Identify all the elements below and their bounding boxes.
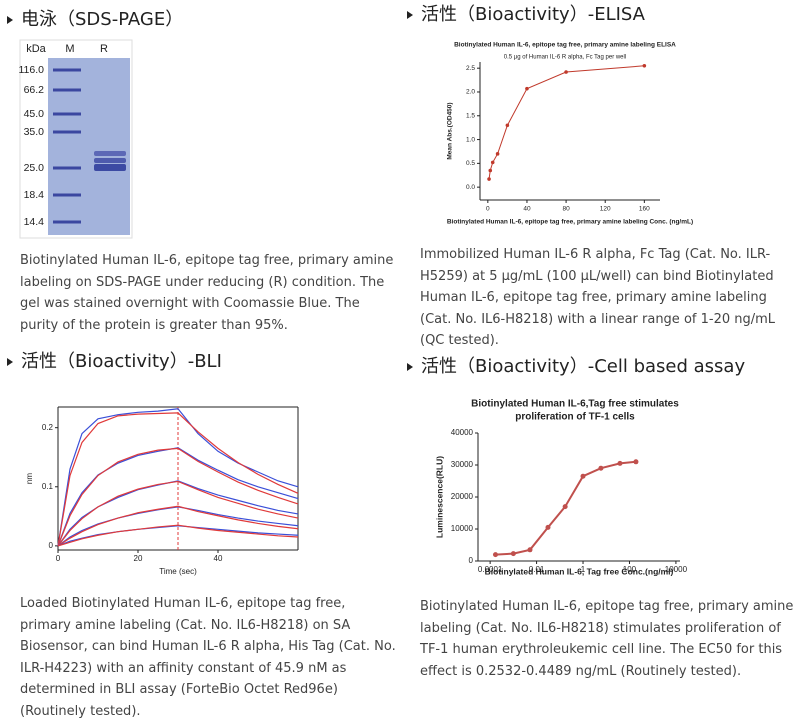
gel-column-label: R	[100, 43, 108, 55]
ladder-label: 25.0	[24, 162, 45, 174]
chart-title: Biotinylated Human IL-6,Tag free stimula…	[471, 399, 679, 410]
section-heading: 活性（Bioactivity）-Cell based assay	[405, 355, 745, 379]
sample-band	[94, 151, 126, 156]
data-line	[57, 524, 299, 547]
chart-title: Biotinylated Human IL-6, epitope tag fre…	[454, 42, 676, 49]
ladder-label: 14.4	[24, 216, 45, 228]
data-point	[527, 547, 533, 553]
data-point	[545, 524, 551, 530]
data-line	[57, 408, 299, 546]
x-axis-label: Biotinylated Human IL-6, epitope tag fre…	[447, 219, 693, 226]
x-tick-label: 20	[134, 554, 143, 563]
data-point	[580, 473, 586, 479]
y-tick-label: 0	[469, 556, 474, 565]
page: {"panels": [ {"heading": "电泳（SDS-PAGE）",…	[5, 3, 794, 719]
gel-column-label: M	[65, 43, 74, 55]
ladder-label: 18.4	[24, 189, 45, 201]
caption: Biotinylated Human IL-6, epitope tag fre…	[20, 253, 394, 333]
data-point	[487, 177, 491, 181]
caption: Biotinylated Human IL-6, epitope tag fre…	[420, 599, 794, 679]
data-line	[488, 65, 645, 180]
data-point	[495, 152, 500, 156]
y-tick-label: 1.5	[466, 112, 475, 119]
section-heading: 活性（Bioactivity）-ELISA	[405, 3, 645, 27]
data-point	[598, 465, 604, 471]
ladder-label: 35.0	[24, 126, 45, 138]
y-tick-label: 1.0	[466, 136, 475, 143]
section-heading: 活性（Bioactivity）-BLI	[5, 350, 222, 374]
y-tick-label: 0.1	[42, 482, 54, 491]
data-line	[57, 505, 299, 547]
x-tick-label: 10000	[665, 565, 688, 574]
ladder-band	[53, 112, 81, 116]
x-tick-label: 120	[600, 206, 611, 213]
x-tick-label: 40	[214, 554, 223, 563]
data-point	[492, 552, 498, 558]
caption: Loaded Biotinylated Human IL-6, epitope …	[20, 596, 396, 719]
y-tick-label: 2.0	[466, 89, 475, 96]
data-point	[642, 64, 647, 68]
x-tick-label: 0.0001	[478, 565, 503, 574]
data-point	[617, 460, 623, 466]
y-tick-label: 0.2	[42, 423, 54, 432]
data-line	[57, 447, 299, 547]
data-point	[490, 160, 495, 165]
ladder-label: 66.2	[24, 84, 45, 96]
y-tick-label: 0	[49, 541, 54, 550]
data-point	[510, 551, 516, 557]
x-tick-label: 1	[581, 565, 586, 574]
ladder-band	[53, 88, 81, 92]
data-line	[57, 412, 299, 546]
data-point	[564, 70, 568, 74]
ladder-band	[53, 193, 81, 197]
ladder-band	[53, 130, 81, 134]
data-point	[488, 168, 493, 173]
chart-title: proliferation of TF-1 cells	[515, 412, 635, 423]
y-tick-label: 10000	[451, 524, 474, 533]
data-line	[57, 480, 299, 547]
ladder-label: 45.0	[24, 108, 45, 120]
y-axis-label: Mean Abs.(OD450)	[447, 102, 454, 159]
x-axis-label: Biotinylated Human IL-6, Tag free Conc.(…	[485, 566, 674, 576]
ladder-band	[53, 68, 81, 72]
y-tick-label: 2.5	[466, 65, 475, 72]
x-tick-label: 80	[562, 206, 570, 213]
x-tick-label: 40	[523, 206, 531, 213]
ladder-label: 116.0	[19, 64, 45, 76]
y-axis-label: nm	[25, 473, 34, 484]
ladder-band	[53, 220, 81, 224]
x-tick-label: 0	[486, 206, 490, 213]
x-tick-label: 0.01	[529, 565, 545, 574]
x-tick-label: 160	[639, 206, 650, 213]
data-point	[525, 86, 529, 91]
gel	[48, 58, 130, 235]
y-tick-label: 0.0	[466, 184, 475, 191]
y-tick-label: 20000	[451, 492, 474, 501]
y-axis-label: Luminescence(RLU)	[434, 456, 444, 538]
x-tick-label: 100	[623, 565, 637, 574]
figures: kDa M R 116.0 66.2 45.0 35.0 25.0 18.4 14.4 0 40 80 1…	[19, 39, 693, 576]
x-tick-label: 0	[56, 554, 61, 563]
data-point	[505, 123, 510, 128]
data-point	[633, 459, 639, 465]
gel-column-label: kDa	[26, 43, 46, 55]
y-tick-label: 0.5	[466, 160, 475, 167]
ladder-band	[53, 166, 81, 170]
sample-band	[94, 158, 126, 163]
data-point	[562, 504, 568, 510]
section-heading: 电泳（SDS-PAGE）	[5, 8, 183, 32]
chart-subtitle: 0.5 µg of Human IL-6 R alpha, Fc Tag per…	[504, 55, 626, 61]
sample-band	[94, 164, 126, 171]
y-tick-label: 40000	[451, 428, 474, 437]
x-axis-label: Time (sec)	[159, 567, 197, 576]
caption: Immobilized Human IL-6 R alpha, Fc Tag (…	[420, 247, 776, 348]
y-tick-label: 30000	[451, 460, 474, 469]
